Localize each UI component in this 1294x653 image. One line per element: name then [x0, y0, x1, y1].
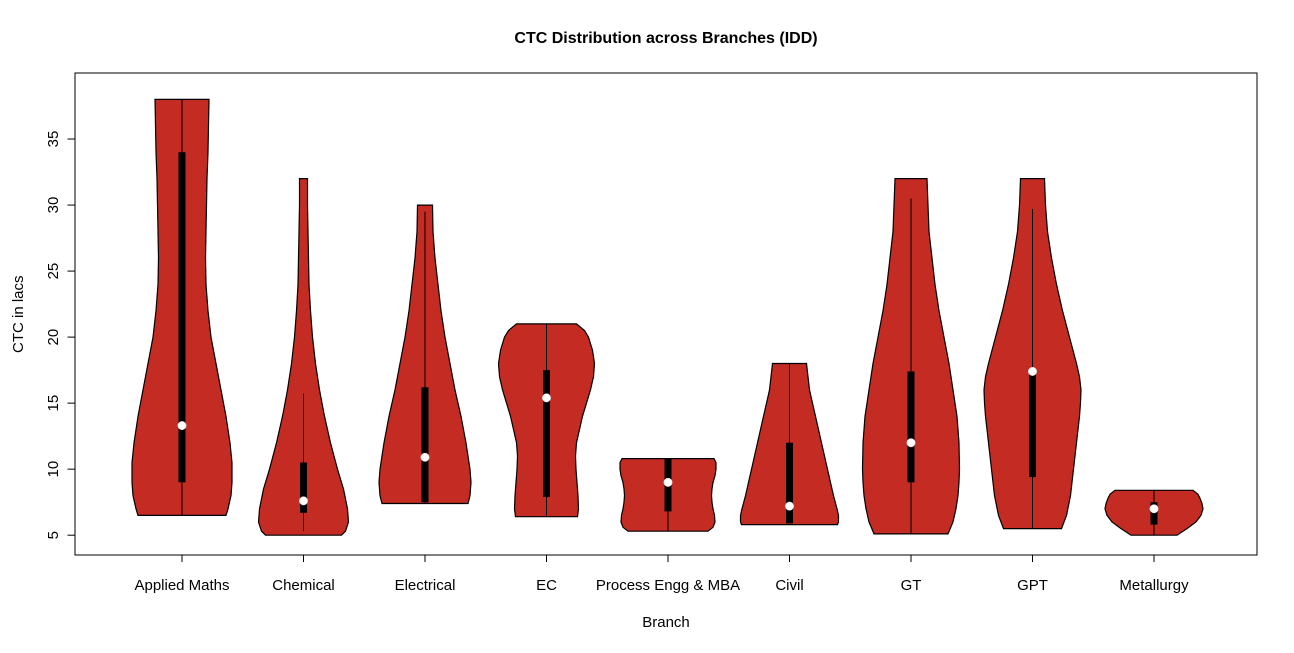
- y-tick-label: 25: [45, 263, 62, 280]
- median-dot-chemical: [299, 496, 308, 506]
- iqr-box-applied-maths: [178, 152, 186, 483]
- median-dot-electrical: [420, 452, 430, 462]
- y-tick-label: 20: [45, 329, 62, 346]
- iqr-box-civil: [786, 442, 793, 524]
- violin-group-metallurgy: [1104, 489, 1204, 536]
- violin-group-applied-maths: [131, 98, 233, 517]
- y-tick-label: 30: [45, 197, 62, 214]
- median-dot-applied-maths: [177, 421, 187, 431]
- iqr-box-chemical: [300, 462, 307, 513]
- plot-border: [74, 72, 1258, 556]
- violin-group-gt: [861, 178, 961, 535]
- median-dot-metallurgy: [1149, 504, 1159, 514]
- median-dot-gpt: [1028, 366, 1037, 376]
- median-dot-ec: [542, 393, 551, 403]
- median-dot-civil: [785, 501, 794, 511]
- iqr-box-gpt: [1029, 372, 1036, 478]
- iqr-box-gt: [907, 371, 915, 483]
- x-tick-label: GT: [901, 577, 922, 594]
- x-tick-label: GPT: [1017, 577, 1048, 594]
- violin-group-electrical: [378, 204, 472, 505]
- y-tick-label: 5: [45, 531, 62, 539]
- chart-title: CTC Distribution across Branches (IDD): [514, 30, 818, 47]
- iqr-box-ec: [543, 370, 550, 497]
- x-tick-label: Process Engg & MBA: [596, 577, 740, 594]
- y-tick-label: 35: [45, 131, 62, 148]
- x-tick-label: EC: [536, 577, 557, 594]
- y-tick-label: 10: [45, 461, 62, 478]
- median-dot-gt: [906, 438, 916, 448]
- x-tick-label: Chemical: [272, 577, 335, 594]
- iqr-box-electrical: [421, 387, 429, 503]
- violin-group-process-engg-mba: [619, 458, 717, 532]
- violin-group-chemical: [257, 178, 350, 536]
- x-tick-label: Electrical: [395, 577, 456, 594]
- x-tick-label: Metallurgy: [1119, 577, 1189, 594]
- violin-chemical: [257, 178, 350, 536]
- y-tick-label: 15: [45, 395, 62, 412]
- median-dot-process-engg-mba: [663, 477, 673, 487]
- x-axis-label: Branch: [642, 614, 690, 631]
- x-tick-label: Civil: [775, 577, 803, 594]
- violin-group-gpt: [983, 178, 1082, 530]
- violin-group-civil: [739, 362, 840, 526]
- iqr-box-metallurgy: [1150, 502, 1158, 525]
- x-tick-label: Applied Maths: [134, 577, 229, 594]
- violin-group-ec: [497, 323, 596, 518]
